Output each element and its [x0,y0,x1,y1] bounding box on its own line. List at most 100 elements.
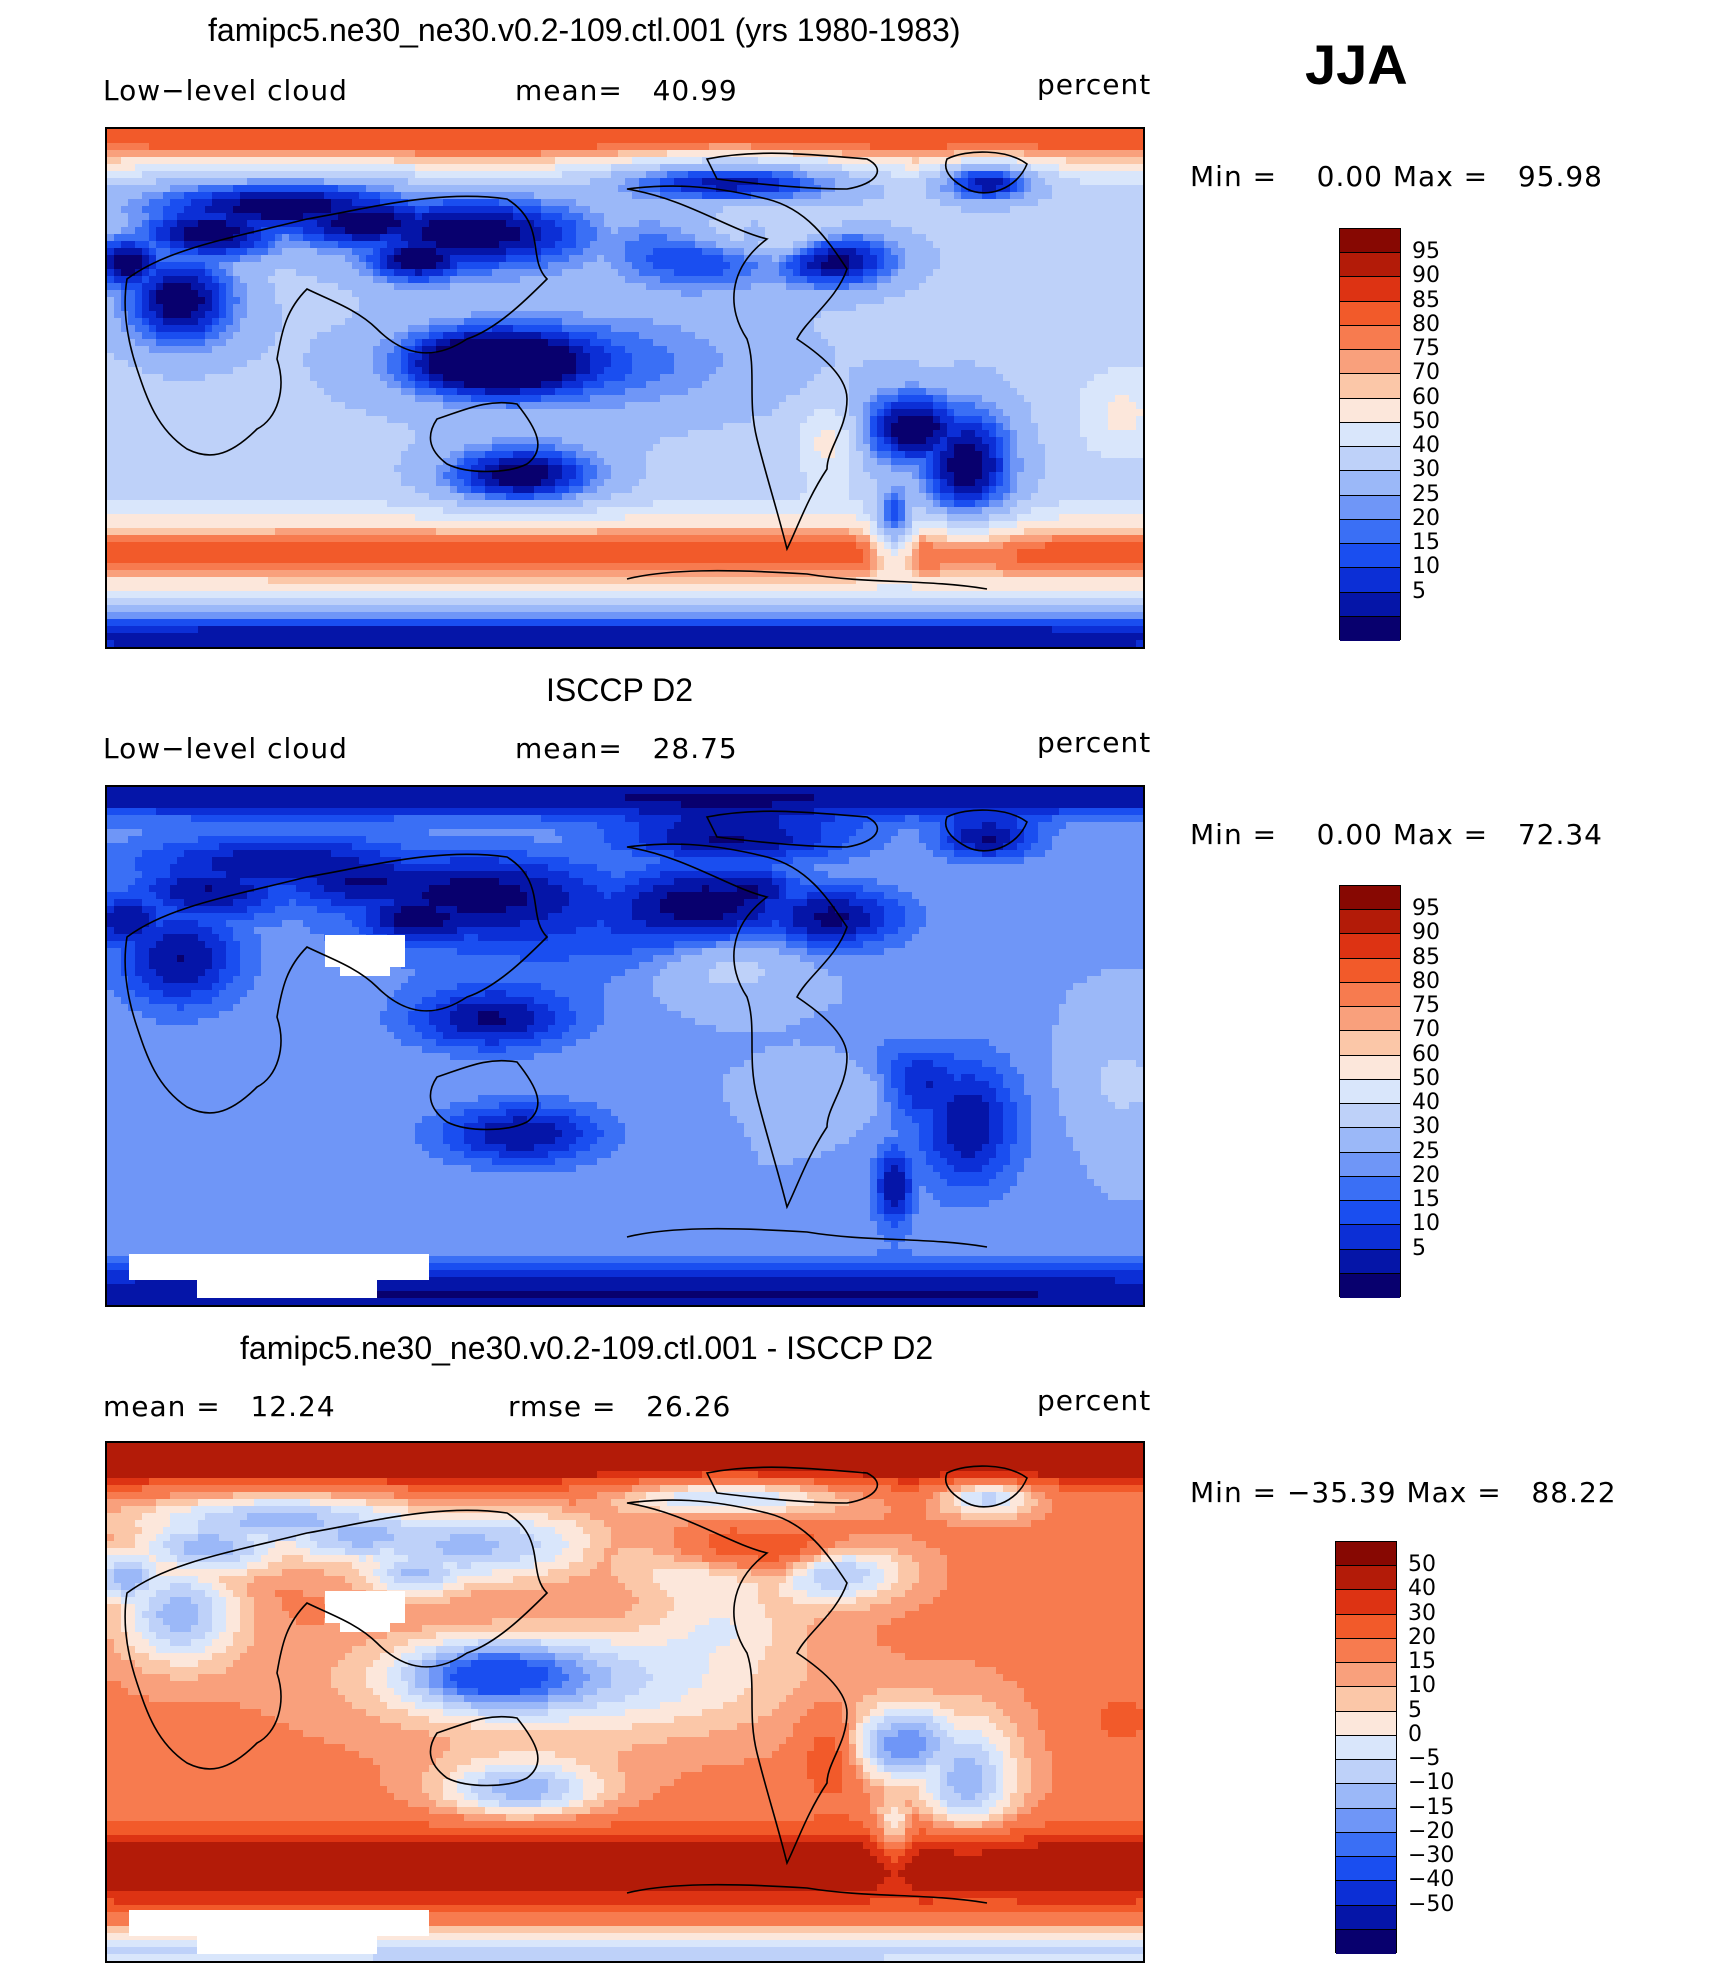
map-cell [184,339,192,347]
map-cell [716,241,724,249]
map-cell [590,199,598,207]
map-cell [1080,290,1088,298]
map-cell [961,332,969,340]
map-cell [275,297,283,305]
map-cell [919,353,927,361]
map-cell [926,241,934,249]
map-cell [835,136,843,144]
map-cell [842,325,850,333]
map-cell [730,136,738,144]
map-cell [1066,248,1074,256]
map-cell [275,332,283,340]
map-cell [198,136,206,144]
map-cell [877,206,885,214]
map-cell [121,241,129,249]
map-cell [478,304,486,312]
map-cell [1038,304,1046,312]
map-cell [1115,304,1123,312]
map-cell [513,143,521,151]
map-cell [1101,199,1109,207]
map-cell [506,234,514,242]
map-cell [772,325,780,333]
map-cell [170,311,178,319]
map-cell [212,136,220,144]
map-cell [800,297,808,305]
map-cell [387,185,395,193]
map-cell [282,227,290,235]
map-cell [702,150,710,158]
map-cell [247,129,255,137]
map-cell [478,360,486,368]
map-cell [884,213,892,221]
map-cell [1080,227,1088,235]
map-cell [618,241,626,249]
map-cell [562,332,570,340]
map-cell [366,227,374,235]
map-cell [1052,290,1060,298]
map-cell [303,283,311,291]
map-cell [1059,171,1067,179]
map-cell [275,164,283,172]
map-cell [835,164,843,172]
map-cell [632,199,640,207]
map-cell [597,150,605,158]
map-cell [240,283,248,291]
map-cell [1017,332,1025,340]
map-cell [639,297,647,305]
map-cell [443,297,451,305]
map-cell [506,276,514,284]
map-cell [1024,269,1032,277]
map-cell [786,171,794,179]
map-cell [513,353,521,361]
map-cell [597,304,605,312]
map-cell [751,339,759,347]
map-cell [128,290,136,298]
map-cell [128,304,136,312]
map-cell [1129,220,1137,228]
map-cell [618,297,626,305]
map-cell [821,325,829,333]
map-cell [338,304,346,312]
map-cell [163,346,171,354]
map-cell [212,157,220,165]
map-cell [723,360,731,368]
map-cell [268,136,276,144]
map-cell [639,248,647,256]
map-cell [772,227,780,235]
map-cell [268,241,276,249]
map-cell [268,353,276,361]
map-cell [1108,192,1116,200]
map-cell [968,262,976,270]
map-cell [450,129,458,137]
map-cell [534,171,542,179]
map-cell [632,339,640,347]
map-cell [282,136,290,144]
map-cell [219,248,227,256]
map-cell [1024,248,1032,256]
map-cell [996,297,1004,305]
map-cell [681,192,689,200]
map-cell [709,255,717,263]
map-cell [1087,346,1095,354]
map-cell [198,178,206,186]
map-cell [779,178,787,186]
map-cell [821,136,829,144]
map-cell [709,269,717,277]
map-cell [1101,220,1109,228]
map-cell [702,255,710,263]
map-cell [702,332,710,340]
map-cell [198,255,206,263]
map-cell [275,325,283,333]
map-cell [835,157,843,165]
map-cell [1073,311,1081,319]
map-cell [254,185,262,193]
map-cell [800,192,808,200]
map-cell [779,171,787,179]
map-cell [212,276,220,284]
map-cell [800,283,808,291]
map-cell [583,164,591,172]
map-cell [625,325,633,333]
map-cell [233,213,241,221]
map-cell [303,311,311,319]
map-cell [226,311,234,319]
